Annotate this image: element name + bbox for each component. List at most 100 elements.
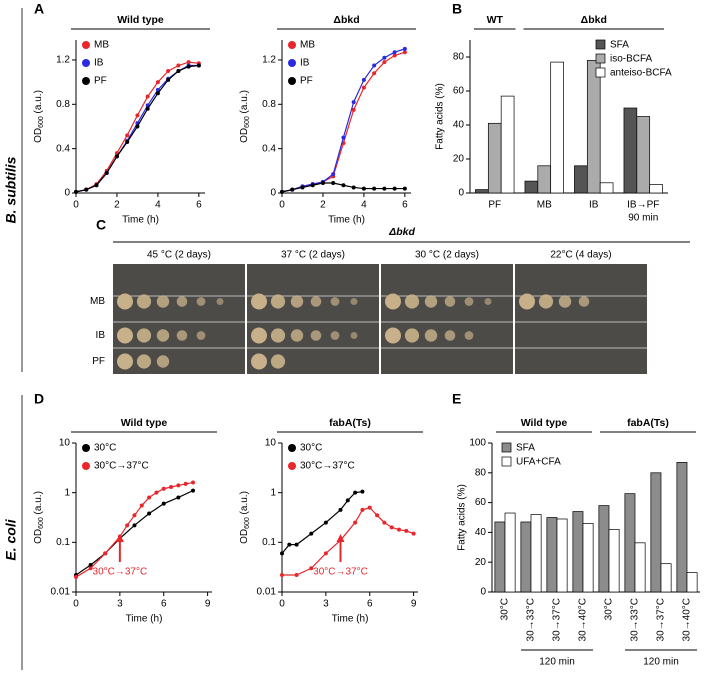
chart-title: Wild type xyxy=(121,417,168,429)
legend-swatch xyxy=(501,442,512,453)
y-tick-label: 0.01 xyxy=(257,587,277,598)
colony-spot xyxy=(290,295,304,308)
bar xyxy=(537,165,552,194)
colony-spot xyxy=(558,295,572,308)
x-tick-label: 2 xyxy=(320,200,326,211)
x-tick-label: 0 xyxy=(279,200,285,211)
data-point xyxy=(166,69,171,74)
legend-marker xyxy=(288,59,296,67)
y-tick-label: 0.4 xyxy=(56,143,70,154)
data-point xyxy=(402,186,407,191)
legend-swatch xyxy=(595,67,606,78)
arrow-head xyxy=(336,534,345,542)
y-tick-label: 10 xyxy=(265,438,277,449)
plate xyxy=(381,264,513,374)
data-point xyxy=(94,183,99,188)
x-tick-label: 9 xyxy=(411,599,417,610)
x-tick-label: IB→PF xyxy=(627,200,659,211)
legend-label: 30°C→37°C xyxy=(94,461,149,472)
colony-spot xyxy=(310,330,322,341)
data-point xyxy=(74,189,78,194)
legend-swatch xyxy=(595,53,606,64)
colony-spot xyxy=(444,296,456,307)
y-label-part: 600 xyxy=(244,116,251,128)
sub-label: 120 min xyxy=(539,657,575,668)
y-tick-label: 80 xyxy=(453,52,465,63)
data-point xyxy=(323,551,328,556)
chart-title: Δbkd xyxy=(333,14,359,26)
data-point xyxy=(125,523,130,528)
data-point xyxy=(372,63,377,68)
data-point xyxy=(135,113,140,118)
data-point xyxy=(287,542,292,547)
legend-marker xyxy=(288,462,296,470)
data-point xyxy=(396,527,401,532)
data-point xyxy=(392,186,397,191)
panel-letter: D xyxy=(34,391,44,407)
legend-label: SFA xyxy=(610,40,629,51)
colony-spot xyxy=(424,329,438,342)
y-tick-label: 100 xyxy=(469,438,486,449)
colony-spot xyxy=(424,295,438,308)
bar xyxy=(475,189,489,194)
colony-spot xyxy=(444,330,456,341)
condition-label: 22°C (4 days) xyxy=(550,250,611,261)
strain-label: MB xyxy=(90,296,105,307)
bar xyxy=(520,521,532,593)
bar xyxy=(586,60,601,194)
y-tick-label: 1 xyxy=(64,487,70,498)
data-point xyxy=(309,531,314,536)
data-point xyxy=(341,183,346,188)
data-point xyxy=(361,85,366,90)
bar xyxy=(487,122,502,194)
y-tick-label: 0.4 xyxy=(262,143,276,154)
legend-label: PF xyxy=(300,76,313,87)
y-label-part: OD xyxy=(239,529,250,544)
y-tick-label: 0 xyxy=(458,188,464,199)
colony-spot xyxy=(350,298,358,305)
data-point xyxy=(155,91,160,96)
legend-label: UFA+CFA xyxy=(516,457,561,468)
data-point xyxy=(161,501,166,506)
colony-spot xyxy=(136,294,152,309)
y-tick-label: 0.8 xyxy=(56,99,70,110)
data-point xyxy=(280,572,284,577)
y-label-part: OD xyxy=(33,128,44,143)
data-point xyxy=(114,154,119,159)
x-tick-label: 6 xyxy=(402,200,408,211)
colony-spot xyxy=(136,328,152,343)
y-axis-label: Fatty acids (%) xyxy=(435,83,446,150)
x-tick-label: 30→33°C xyxy=(630,598,641,641)
colony-spot xyxy=(538,294,554,309)
legend-marker xyxy=(82,444,90,452)
x-tick-label: 30→37°C xyxy=(552,598,563,641)
data-point xyxy=(145,106,150,111)
legend-label: anteiso-BCFA xyxy=(610,68,672,79)
colony-spot xyxy=(290,329,304,342)
colony-spot xyxy=(404,328,420,343)
data-point xyxy=(382,55,387,60)
data-point xyxy=(186,64,191,69)
x-tick-label: 0 xyxy=(279,599,285,610)
data-point xyxy=(74,575,78,580)
colony-spot xyxy=(484,298,492,305)
bar xyxy=(624,493,636,593)
data-point xyxy=(176,495,181,500)
data-point xyxy=(155,80,160,85)
data-point xyxy=(345,498,350,503)
legend-marker xyxy=(82,59,90,67)
x-axis-label: Time (h) xyxy=(122,215,159,226)
legend-label: IB xyxy=(94,58,104,69)
x-axis-label: Time (h) xyxy=(328,215,365,226)
data-point xyxy=(351,185,356,190)
data-point xyxy=(139,503,144,508)
data-point xyxy=(360,507,365,512)
y-tick-label: 20 xyxy=(453,154,465,165)
data-point xyxy=(392,50,397,55)
annotation: 30°C→37°C xyxy=(93,567,148,578)
data-point xyxy=(411,531,416,536)
data-point xyxy=(310,183,315,188)
data-point xyxy=(294,542,299,547)
bar xyxy=(650,472,662,593)
x-tick-label: 6 xyxy=(161,599,167,610)
